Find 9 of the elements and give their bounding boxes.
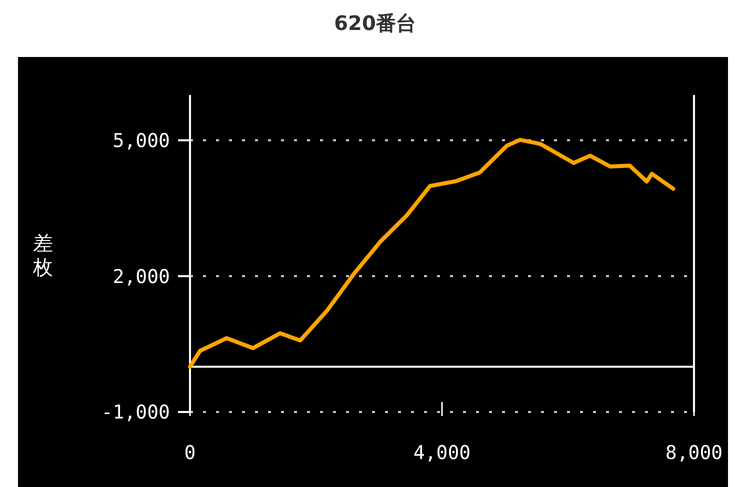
y-axis-title: 差枚	[32, 231, 53, 279]
x-tick-label: 4,000	[413, 442, 471, 464]
y-tick-label: 5,000	[112, 130, 170, 152]
y-tick-label: 2,000	[112, 266, 170, 288]
chart-title: 620番台	[334, 11, 416, 35]
x-tick-label: 0	[184, 442, 196, 464]
line-series	[188, 138, 676, 369]
x-tick-label: 8,000	[665, 442, 723, 464]
y-tick-label: -1,000	[101, 402, 170, 424]
